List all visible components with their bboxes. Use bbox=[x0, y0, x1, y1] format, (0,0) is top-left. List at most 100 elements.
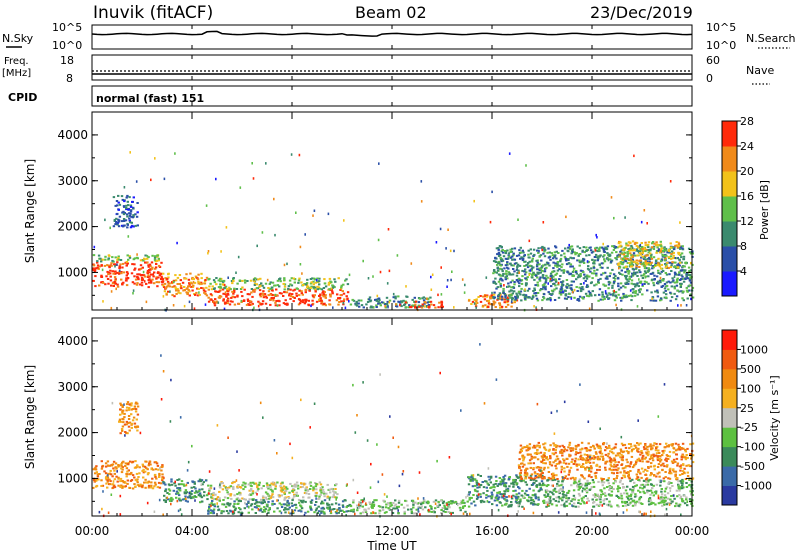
power-cell bbox=[614, 277, 617, 280]
power-cell bbox=[651, 296, 655, 299]
velocity-cell bbox=[644, 447, 647, 450]
power-cell bbox=[527, 249, 530, 252]
velocity-cell bbox=[315, 483, 318, 485]
power-cell bbox=[552, 275, 555, 278]
power-cell bbox=[497, 251, 501, 254]
power-cell bbox=[352, 299, 356, 302]
power-cell bbox=[479, 295, 482, 297]
power-cell bbox=[134, 267, 137, 270]
power-cell bbox=[141, 278, 144, 281]
power-cell bbox=[115, 220, 118, 223]
power-cell bbox=[509, 289, 513, 292]
power-cell bbox=[541, 276, 545, 279]
power-cell bbox=[447, 228, 449, 231]
power-cell bbox=[554, 245, 557, 248]
power-cell bbox=[657, 244, 660, 247]
power-cell bbox=[299, 245, 302, 249]
power-cell bbox=[662, 291, 666, 294]
power-cell bbox=[502, 298, 505, 301]
velocity-cell bbox=[619, 448, 623, 451]
power-cell bbox=[183, 289, 186, 291]
power-cell bbox=[605, 276, 609, 279]
power-cell bbox=[154, 266, 158, 269]
power-cell bbox=[316, 288, 319, 291]
velocity-cell bbox=[218, 499, 221, 502]
velocity-cell bbox=[586, 479, 589, 482]
power-cell bbox=[639, 247, 643, 250]
power-cell bbox=[257, 300, 260, 303]
velocity-cell bbox=[200, 479, 204, 482]
power-cell bbox=[641, 284, 644, 287]
velocity-cell bbox=[315, 495, 318, 497]
power-cell bbox=[490, 296, 493, 299]
velocity-cell bbox=[193, 495, 196, 498]
power-cell bbox=[614, 275, 617, 277]
velocity-cell bbox=[334, 496, 337, 499]
velocity-cell bbox=[158, 486, 162, 489]
velocity-cell bbox=[668, 472, 671, 474]
power-cell bbox=[227, 297, 230, 300]
power-cell bbox=[333, 278, 336, 281]
power-cell bbox=[163, 282, 167, 285]
power-cell bbox=[543, 293, 546, 296]
power-cell bbox=[133, 263, 136, 266]
velocity-cell bbox=[271, 496, 275, 499]
velocity-cell bbox=[549, 490, 552, 493]
velocity-cell bbox=[185, 491, 189, 494]
velocity-cell bbox=[527, 446, 530, 449]
power-cell bbox=[518, 282, 521, 285]
power-cell bbox=[585, 277, 589, 280]
power-cell bbox=[96, 260, 99, 263]
power-cell bbox=[283, 291, 286, 293]
power-cell bbox=[215, 301, 218, 304]
power-cell bbox=[178, 274, 182, 276]
velocity-cell bbox=[281, 489, 284, 491]
power-cell bbox=[630, 262, 633, 264]
power-cell bbox=[559, 293, 563, 296]
velocity-cell bbox=[658, 443, 662, 446]
power-cell bbox=[485, 295, 489, 298]
power-cell bbox=[339, 294, 342, 297]
velocity-cell bbox=[599, 447, 602, 450]
velocity-cell bbox=[312, 486, 315, 489]
velocity-cell bbox=[558, 489, 561, 492]
velocity-cell bbox=[117, 476, 120, 479]
power-cell bbox=[544, 281, 547, 284]
power-cell bbox=[516, 294, 519, 297]
power-cell bbox=[388, 299, 392, 302]
power-cell bbox=[501, 259, 505, 262]
power-colorbar-tick-label: 4 bbox=[740, 265, 747, 278]
velocity-cell bbox=[560, 468, 564, 471]
velocity-cell bbox=[273, 510, 276, 513]
velocity-cell bbox=[271, 481, 275, 484]
power-cell bbox=[301, 299, 305, 302]
power-cell bbox=[160, 275, 163, 278]
velocity-cell bbox=[153, 485, 156, 488]
power-cell bbox=[604, 290, 607, 293]
velocity-cell bbox=[610, 469, 613, 471]
power-cell bbox=[510, 305, 513, 308]
velocity-cell bbox=[663, 449, 666, 452]
power-colorbar-swatch bbox=[722, 246, 737, 272]
velocity-cell bbox=[397, 505, 400, 508]
power-colorbar-tick-label: 20 bbox=[740, 165, 754, 178]
velocity-cell bbox=[642, 446, 646, 449]
velocity-cell bbox=[223, 503, 226, 506]
velocity-cell bbox=[232, 512, 236, 515]
velocity-cell bbox=[303, 483, 306, 486]
velocity-cell bbox=[179, 489, 182, 492]
power-cell bbox=[606, 252, 609, 255]
power-cell bbox=[140, 281, 144, 284]
power-cell bbox=[151, 278, 154, 281]
power-cell bbox=[598, 263, 601, 266]
velocity-cell bbox=[286, 487, 289, 490]
velocity-cell bbox=[372, 501, 375, 504]
power-cell bbox=[125, 271, 129, 274]
velocity-cell bbox=[444, 506, 447, 509]
power-cell bbox=[506, 296, 509, 299]
velocity-cell bbox=[629, 501, 632, 504]
power-cell bbox=[525, 278, 528, 281]
power-cell bbox=[236, 282, 239, 285]
velocity-cell bbox=[669, 502, 672, 505]
velocity-cell bbox=[596, 468, 599, 471]
